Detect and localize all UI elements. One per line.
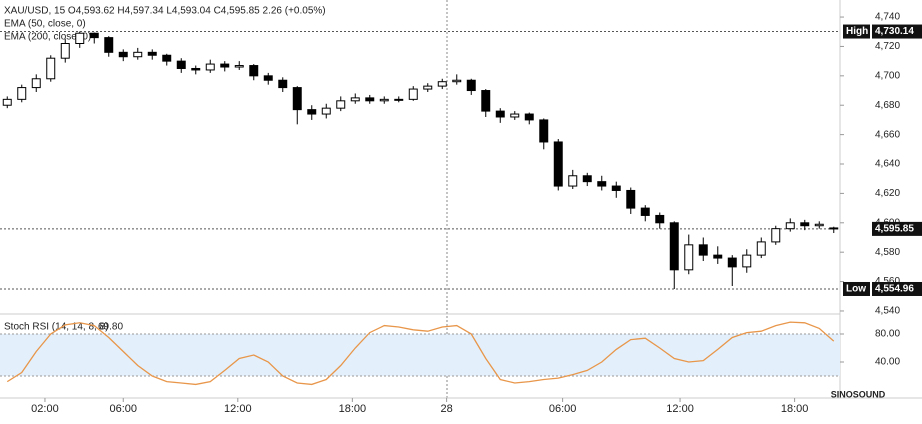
candle-body bbox=[829, 227, 839, 230]
candle-body bbox=[75, 32, 85, 45]
price-label-box bbox=[872, 221, 922, 236]
candle-body bbox=[191, 67, 201, 71]
candle-body bbox=[147, 51, 157, 56]
candle-body bbox=[742, 254, 752, 268]
candle-body bbox=[611, 185, 621, 191]
candle-body bbox=[481, 90, 491, 112]
y-tick-label: 4,560 bbox=[875, 276, 900, 287]
price-tag: Low bbox=[846, 284, 866, 295]
y-tick-label: 4,660 bbox=[875, 129, 900, 140]
indicator-label: EMA (200, close, 0) bbox=[4, 32, 91, 43]
candle-body bbox=[46, 57, 56, 80]
candle-body bbox=[626, 189, 636, 209]
candle-body bbox=[437, 81, 447, 87]
price-label: 4,595.85 bbox=[875, 224, 914, 235]
candle-body bbox=[452, 79, 462, 83]
x-tick-label: 02:00 bbox=[31, 403, 59, 415]
price-tag-box bbox=[843, 281, 870, 296]
candle-body bbox=[60, 43, 70, 59]
oscillator-last: 69.80 bbox=[98, 322, 123, 333]
candle-body bbox=[495, 110, 505, 118]
candle-body bbox=[466, 79, 476, 92]
candle-body bbox=[756, 241, 766, 256]
x-tick-label: 12:00 bbox=[224, 403, 252, 415]
oscillator-name: Stoch RSI (14, 14, 8, 8) bbox=[4, 322, 109, 333]
candle-body bbox=[336, 100, 346, 109]
candle-body bbox=[350, 97, 360, 102]
candle-body bbox=[568, 175, 578, 187]
price-label-box bbox=[872, 24, 922, 39]
indicator-label: EMA (50, close, 0) bbox=[4, 19, 86, 30]
price-tag: High bbox=[846, 26, 868, 37]
candle-body bbox=[771, 228, 781, 243]
y-tick-label: 4,720 bbox=[875, 41, 900, 52]
candle-body bbox=[394, 98, 404, 101]
y-tick-label: 80.00 bbox=[875, 329, 900, 340]
chart-header: XAU/USD, 15 O4,593.62 H4,597.34 L4,593.0… bbox=[4, 6, 326, 17]
candle-body bbox=[669, 222, 679, 271]
y-tick-label: 40.00 bbox=[875, 357, 900, 368]
candle-body bbox=[684, 244, 694, 271]
candle-body bbox=[249, 65, 259, 77]
candle-body bbox=[510, 113, 520, 118]
x-tick-label: 06:00 bbox=[109, 403, 137, 415]
x-tick-label: 18:00 bbox=[339, 403, 367, 415]
price-label-box bbox=[872, 281, 922, 296]
candle-body bbox=[379, 98, 389, 102]
candle-body bbox=[292, 87, 302, 111]
watermark: SINOSOUND bbox=[831, 389, 886, 399]
candle-body bbox=[205, 63, 215, 71]
candle-body bbox=[713, 254, 723, 259]
x-tick-label: 12:00 bbox=[666, 403, 694, 415]
candle-body bbox=[118, 51, 128, 58]
candle-body bbox=[800, 222, 810, 227]
price-label: 4,554.96 bbox=[875, 284, 914, 295]
candle-body bbox=[321, 107, 331, 115]
candle-body bbox=[698, 244, 708, 256]
oscillator-line bbox=[6, 321, 835, 386]
candle-body bbox=[582, 175, 592, 183]
oscillator-band bbox=[0, 333, 840, 377]
x-tick-label: 18:00 bbox=[781, 403, 809, 415]
price-label: 4,730.14 bbox=[875, 26, 914, 37]
candle-body bbox=[365, 97, 375, 102]
candle-body bbox=[278, 79, 288, 89]
y-tick-label: 4,540 bbox=[875, 306, 900, 317]
candle-body bbox=[176, 60, 186, 69]
candle-body bbox=[17, 87, 27, 100]
y-tick-label: 4,580 bbox=[875, 247, 900, 258]
candle-body bbox=[104, 37, 114, 53]
candle-body bbox=[162, 54, 172, 62]
candle-body bbox=[597, 181, 607, 187]
y-tick-label: 4,700 bbox=[875, 70, 900, 81]
candle-body bbox=[655, 214, 665, 224]
candle-body bbox=[31, 78, 41, 89]
candle-body bbox=[539, 119, 549, 143]
candle-body bbox=[423, 85, 433, 90]
candle-body bbox=[263, 75, 273, 81]
candle-body bbox=[524, 113, 534, 121]
candle-body bbox=[408, 88, 418, 100]
candle-body bbox=[727, 257, 737, 268]
candle-body bbox=[640, 207, 650, 216]
candle-body bbox=[307, 109, 317, 115]
candle-body bbox=[553, 141, 563, 187]
candle-body bbox=[785, 222, 795, 230]
y-tick-label: 4,640 bbox=[875, 159, 900, 170]
candle-body bbox=[814, 223, 824, 227]
x-tick-label: 28 bbox=[440, 403, 452, 415]
price-tag-box bbox=[843, 24, 870, 39]
y-tick-label: 4,740 bbox=[875, 12, 900, 23]
x-tick-label: 06:00 bbox=[549, 403, 577, 415]
y-tick-label: 4,620 bbox=[875, 188, 900, 199]
candle-body bbox=[234, 65, 244, 68]
y-tick-label: 4,680 bbox=[875, 100, 900, 111]
candle-body bbox=[133, 51, 143, 58]
candle-body bbox=[220, 63, 230, 68]
candle-body bbox=[89, 32, 99, 39]
candle-body bbox=[2, 98, 12, 106]
